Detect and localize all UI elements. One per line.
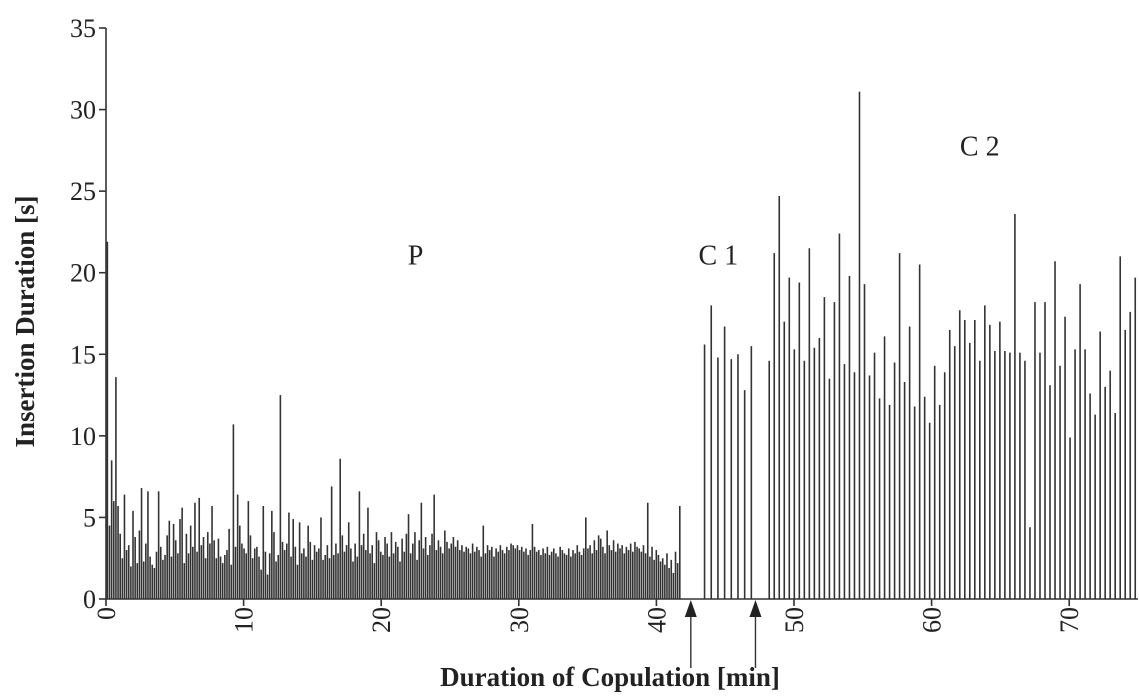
x-tick-label-10: 10 (230, 607, 259, 633)
annotation-c1: C 1 (698, 241, 738, 272)
y-tick-label-30: 30 (70, 96, 96, 125)
annotation-p: P (408, 241, 424, 272)
y-axis-title: Insertion Duration [s] (10, 195, 40, 447)
annotation-c2: C 2 (960, 131, 1000, 162)
y-axis-ticks: 0 5 10 15 20 25 30 35 (70, 14, 106, 614)
x-axis-ticks: 0 10 20 30 40 50 60 70 (92, 599, 1084, 633)
x-axis-title: Duration of Copulation [min] (440, 662, 780, 692)
y-tick-label-35: 35 (70, 14, 96, 43)
y-tick-label-20: 20 (70, 259, 96, 288)
y-tick-label-0: 0 (83, 585, 96, 614)
x-tick-label-20: 20 (367, 607, 396, 633)
arrow-up-icon (684, 600, 697, 668)
arrow-up-icon (749, 600, 762, 668)
x-tick-label-0: 0 (92, 607, 121, 620)
y-tick-label-5: 5 (83, 503, 96, 532)
annotations-group: P C 1 C 2 (408, 131, 1000, 271)
markers-group (684, 600, 762, 668)
y-tick-label-10: 10 (70, 422, 96, 451)
y-tick-label-25: 25 (70, 177, 96, 206)
x-tick-label-40: 40 (642, 607, 671, 633)
x-tick-label-70: 70 (1055, 607, 1084, 633)
x-tick-label-30: 30 (505, 607, 534, 633)
x-tick-label-60: 60 (918, 607, 947, 633)
bars-group (106, 91, 1137, 599)
x-tick-label-50: 50 (780, 607, 809, 633)
y-tick-label-15: 15 (70, 340, 96, 369)
